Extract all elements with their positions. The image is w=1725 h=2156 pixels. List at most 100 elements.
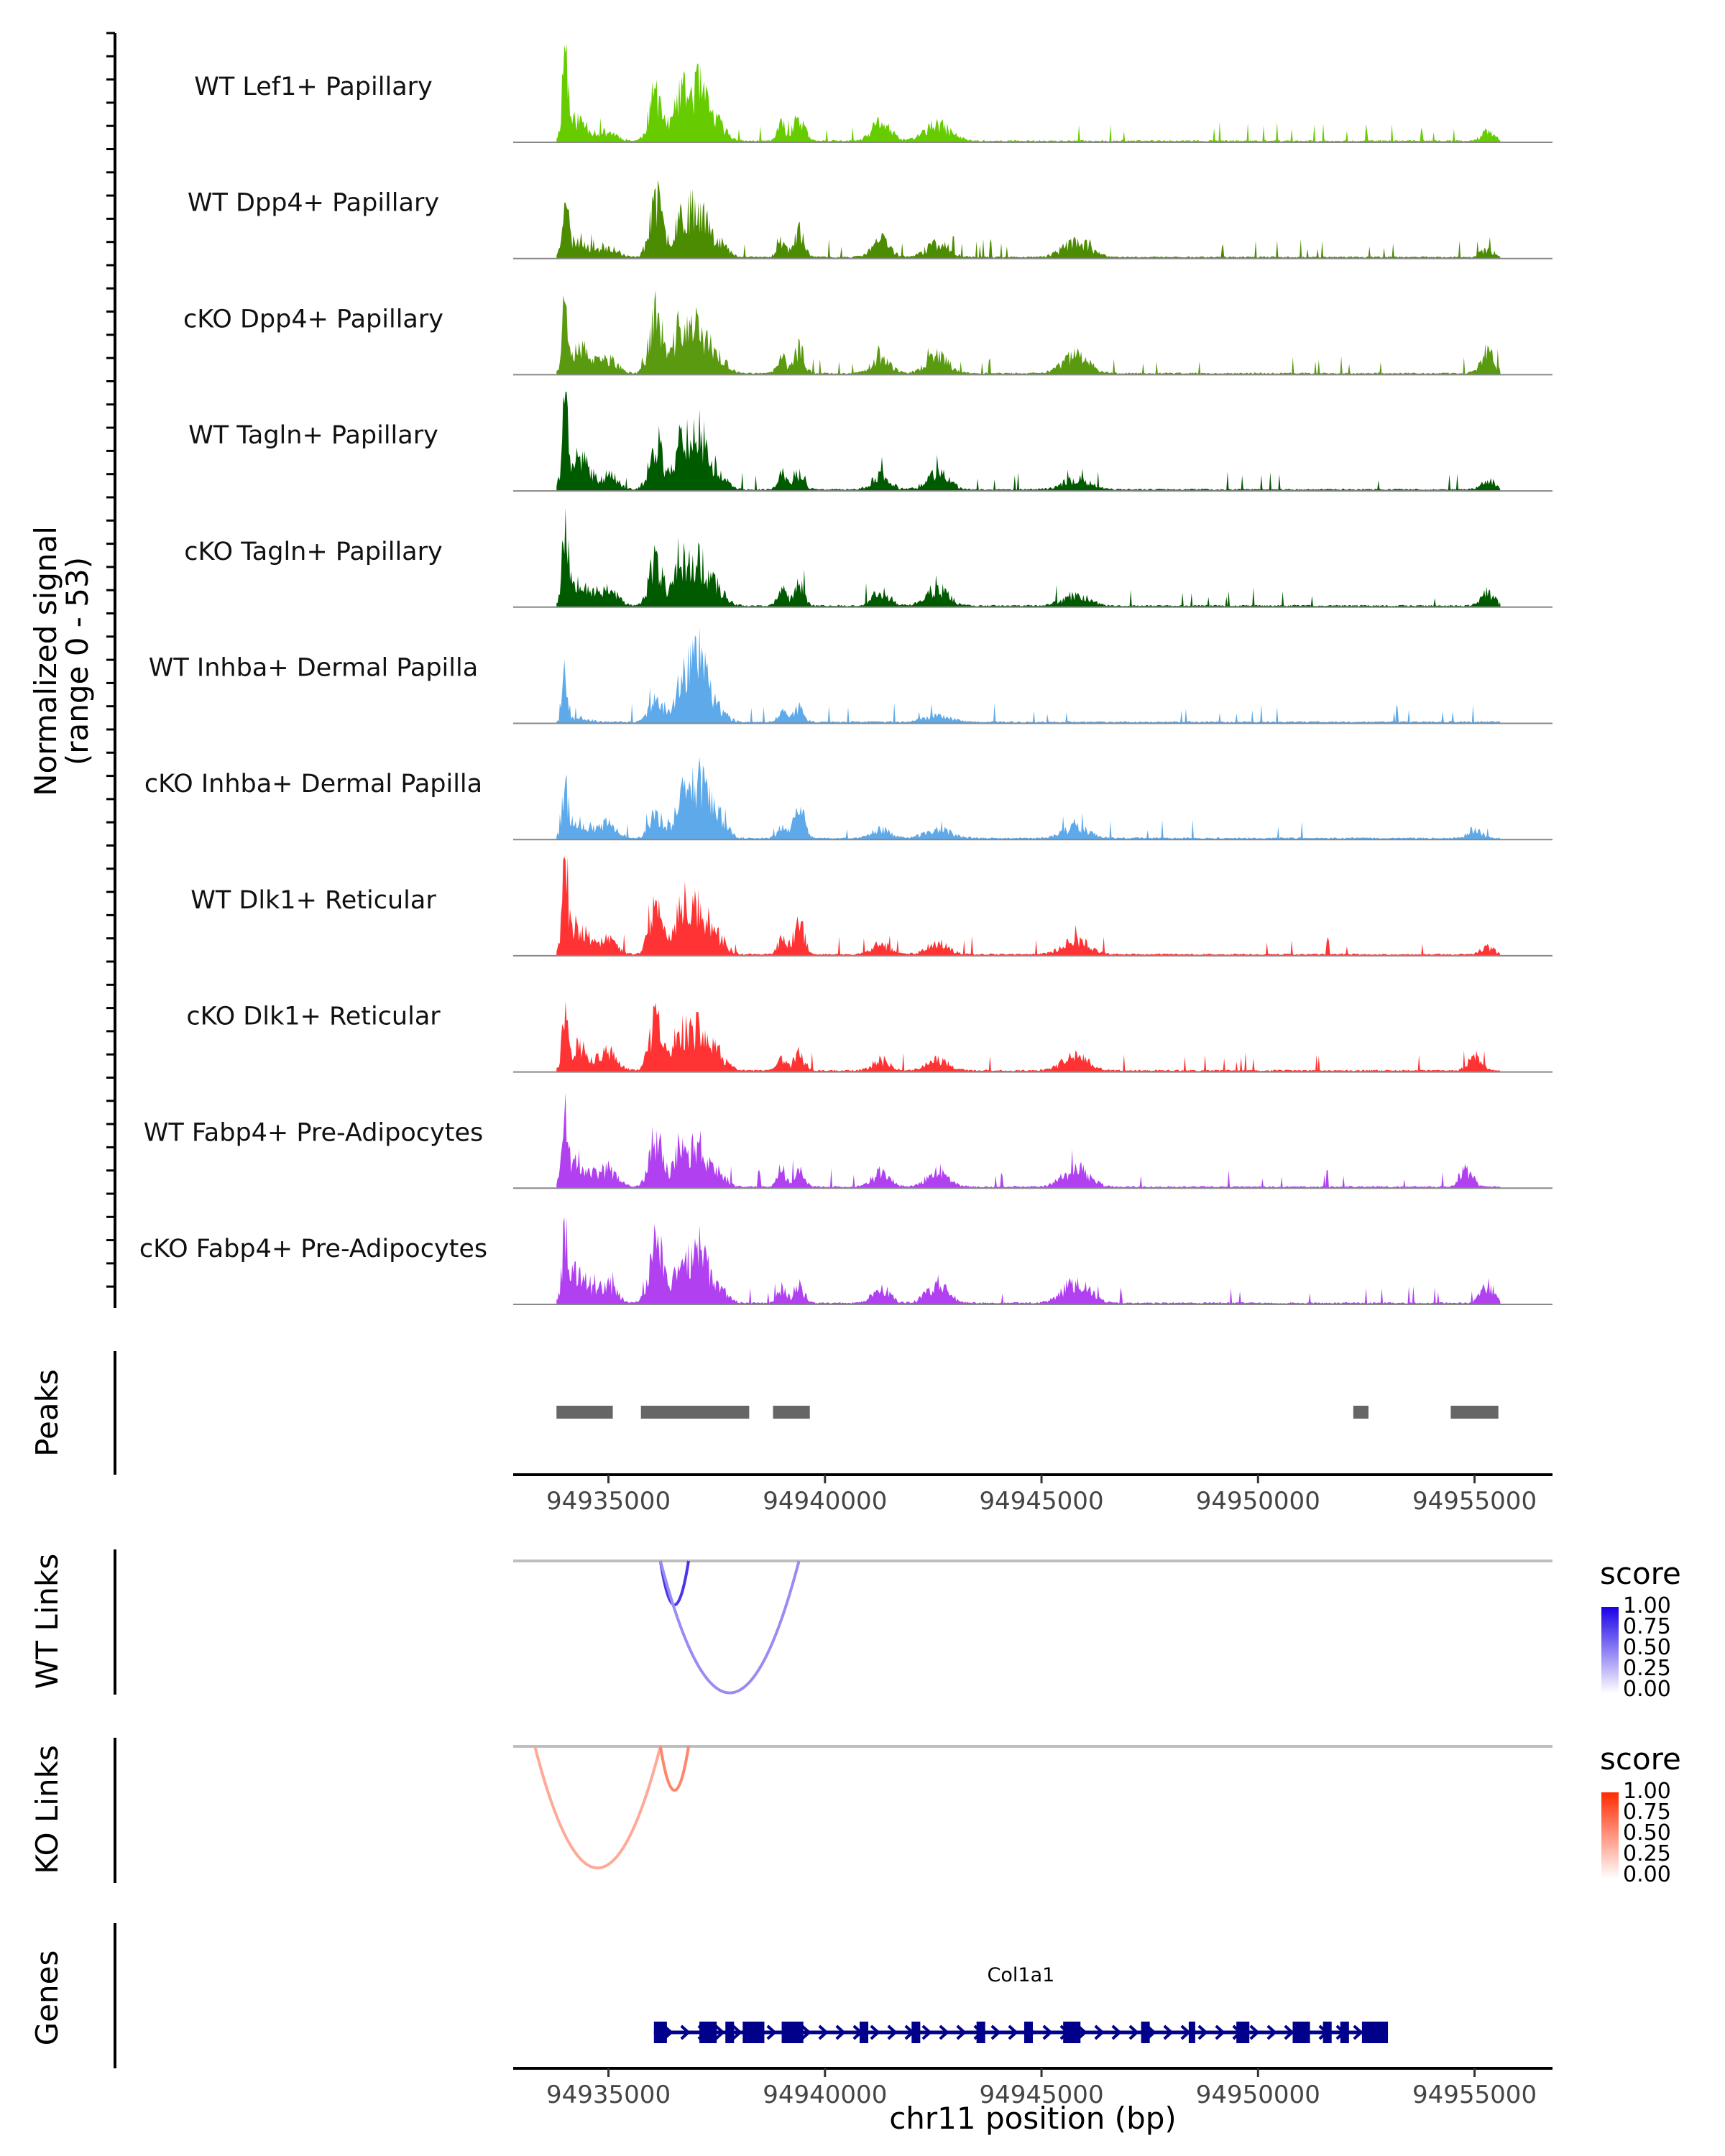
ko-legend-colorbar [1601, 1792, 1619, 1879]
x-tick-label: 94955000 [1412, 2081, 1537, 2109]
strand-arrow [1163, 2024, 1174, 2040]
track-label: WT Lef1+ Papillary [194, 73, 433, 101]
coverage-panel: cKO Inhba+ Dermal Papilla [144, 757, 1552, 841]
x-axis-bottom: 94935000 94940000 94945000 94950000 94955000 [513, 2067, 1552, 2109]
exon [1340, 2022, 1349, 2043]
coverage-area [556, 1000, 1501, 1072]
strand-arrow [939, 2024, 949, 2040]
exon [976, 2022, 985, 2043]
link-arc [658, 1560, 690, 1607]
track-label: cKO Inhba+ Dermal Papilla [144, 770, 482, 798]
ko-link-arcs [533, 1746, 690, 1869]
coverage-area [556, 392, 1501, 492]
track-label: WT Tagln+ Papillary [188, 421, 438, 450]
legend-label: 1.00 [1623, 1593, 1671, 1618]
exon [653, 2022, 667, 2043]
strand-arrow [1042, 2024, 1053, 2040]
coverage-area [556, 627, 1501, 724]
ko-links-label: KO Links [29, 1745, 65, 1874]
coverage-panel: WT Lef1+ Papillary [194, 43, 1552, 143]
exon [1322, 2022, 1332, 2043]
legend-label: 0.50 [1623, 1635, 1671, 1660]
x-tick-label: 94935000 [546, 2081, 671, 2109]
legend-label: 0.50 [1623, 1820, 1671, 1846]
strand-arrow [921, 2024, 932, 2040]
coverage-panel: cKO Fabp4+ Pre-Adipocytes [139, 1217, 1552, 1305]
coverage-area [556, 507, 1501, 607]
track-label: cKO Dpp4+ Papillary [183, 305, 443, 333]
exon [781, 2022, 804, 2043]
link-arc [658, 1560, 801, 1695]
legend-label: 0.75 [1623, 1800, 1671, 1825]
coverage-ylabel-line1: Normalized signal [28, 526, 63, 796]
coverage-panel: cKO Dpp4+ Papillary [183, 290, 1552, 376]
link-arc [533, 1746, 662, 1869]
strand-arrow [732, 2024, 742, 2040]
coverage-y-ticks [106, 32, 115, 1288]
coverage-ylabel-line2: (range 0 - 53) [60, 557, 95, 765]
wt-legend-labels: 1.000.750.500.250.00 [1623, 1593, 1671, 1702]
peak-region [1353, 1406, 1368, 1419]
strand-arrow [818, 2024, 829, 2040]
ko-score-legend: score 1.000.750.500.250.00 [1600, 1741, 1681, 1887]
wt-link-arcs [658, 1560, 801, 1695]
x-tick-label: 94950000 [1196, 1487, 1320, 1516]
x-tick-label: 94945000 [980, 1487, 1104, 1516]
wt-legend-colorbar [1601, 1607, 1619, 1693]
coverage-panel: cKO Tagln+ Papillary [184, 507, 1552, 608]
peak-region [640, 1406, 750, 1419]
strand-arrow [1215, 2024, 1225, 2040]
genes-track: Col1a1 [653, 1964, 1389, 2043]
strand-arrow [835, 2024, 846, 2040]
link-arc [658, 1746, 690, 1792]
coverage-panel: WT Inhba+ Dermal Papilla [149, 627, 1552, 724]
legend-label: 0.75 [1623, 1614, 1671, 1639]
x-tick-label: 94955000 [1412, 1487, 1537, 1516]
legend-label: 0.25 [1623, 1841, 1671, 1866]
gene-name: Col1a1 [988, 1964, 1055, 1986]
exon [1292, 2022, 1310, 2043]
coverage-panel: WT Tagln+ Papillary [188, 392, 1552, 492]
strand-arrow [680, 2024, 691, 2040]
strand-arrow [766, 2024, 777, 2040]
x-tick-label: 94940000 [763, 2081, 887, 2109]
coverage-area [556, 1217, 1501, 1304]
legend-label: 1.00 [1623, 1779, 1671, 1804]
strand-arrow [1249, 2024, 1260, 2040]
coverage-area [556, 290, 1501, 375]
strand-arrow [714, 2024, 725, 2040]
exon [1024, 2022, 1033, 2043]
genes-label: Genes [29, 1950, 65, 2046]
coverage-panel: WT Fabp4+ Pre-Adipocytes [144, 1092, 1552, 1189]
track-label: cKO Tagln+ Papillary [184, 538, 443, 566]
coverage-panel: WT Dlk1+ Reticular [190, 856, 1552, 957]
exon [1236, 2022, 1250, 2043]
track-label: WT Inhba+ Dermal Papilla [149, 654, 478, 683]
strand-arrow [887, 2024, 898, 2040]
x-axis-top: 94935000 94940000 94945000 94950000 94955000 [513, 1473, 1552, 1516]
track-label: cKO Fabp4+ Pre-Adipocytes [139, 1235, 487, 1263]
strand-arrow [1111, 2024, 1122, 2040]
wt-links-track [513, 1560, 1552, 1695]
peaks-track [556, 1406, 1499, 1419]
x-tick-label: 94950000 [1196, 2081, 1320, 2109]
peaks-label: Peaks [29, 1369, 65, 1457]
strand-arrow [870, 2024, 880, 2040]
ko-legend-title: score [1600, 1741, 1681, 1777]
peak-region [1450, 1406, 1499, 1419]
track-label: WT Dpp4+ Papillary [188, 189, 439, 218]
exon [860, 2022, 869, 2043]
strand-arrow [1353, 2024, 1363, 2040]
coverage-area [556, 757, 1501, 840]
strand-arrow [990, 2024, 1001, 2040]
coverage-area [556, 43, 1501, 142]
exon [1188, 2022, 1195, 2043]
legend-label: 0.00 [1623, 1677, 1671, 1702]
strand-arrow [1266, 2024, 1277, 2040]
wt-legend-title: score [1600, 1556, 1681, 1591]
x-tick-label: 94935000 [546, 1487, 671, 1516]
strand-arrow [1128, 2024, 1139, 2040]
track-label: WT Dlk1+ Reticular [190, 886, 436, 915]
track-label: WT Fabp4+ Pre-Adipocytes [144, 1118, 483, 1147]
